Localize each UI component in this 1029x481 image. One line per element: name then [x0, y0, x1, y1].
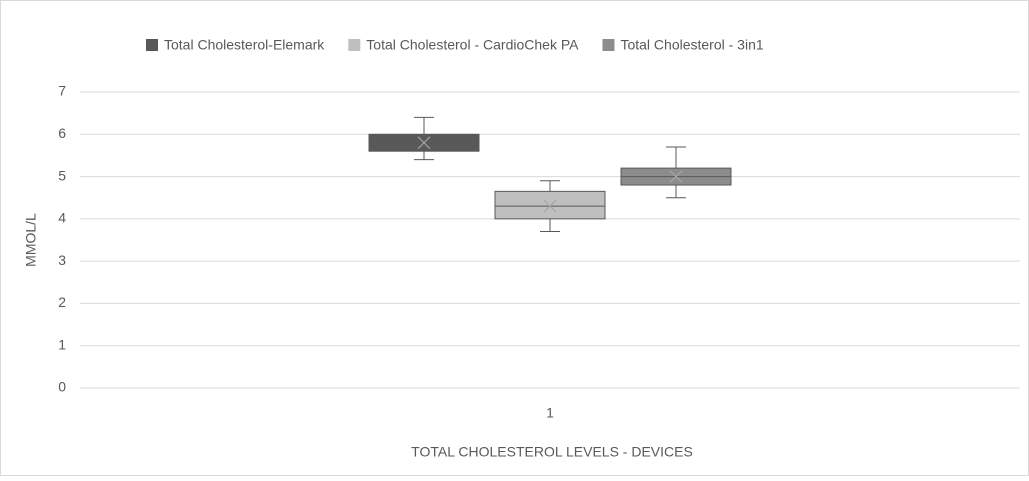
x-axis-label: TOTAL CHOLESTEROL LEVELS - DEVICES — [411, 444, 693, 460]
y-axis-label: MMOL/L — [23, 213, 39, 267]
box-group — [368, 116, 480, 161]
legend-label: Total Cholesterol-Elemark — [164, 37, 325, 53]
mean-marker — [543, 199, 557, 213]
y-tick-label: 0 — [58, 379, 66, 395]
mean-marker — [669, 170, 683, 183]
box — [494, 190, 606, 220]
y-tick-label: 7 — [58, 83, 66, 99]
legend-swatch — [602, 39, 615, 51]
y-tick-label: 3 — [58, 252, 66, 268]
legend-label: Total Cholesterol - 3in1 — [620, 37, 763, 53]
legend-swatch — [146, 39, 158, 51]
x-tick-label: 1 — [546, 405, 554, 421]
y-tick-label: 1 — [58, 336, 66, 352]
legend-label: Total Cholesterol - CardioChek PA — [366, 37, 579, 53]
y-tick-label: 5 — [58, 167, 66, 183]
y-tick-label: 2 — [58, 294, 66, 310]
box-group — [620, 146, 732, 199]
y-tick-label: 4 — [58, 210, 66, 226]
box-group — [494, 180, 606, 233]
y-tick-label: 6 — [58, 125, 66, 141]
legend-swatch — [348, 39, 361, 51]
mean-marker — [417, 136, 431, 150]
